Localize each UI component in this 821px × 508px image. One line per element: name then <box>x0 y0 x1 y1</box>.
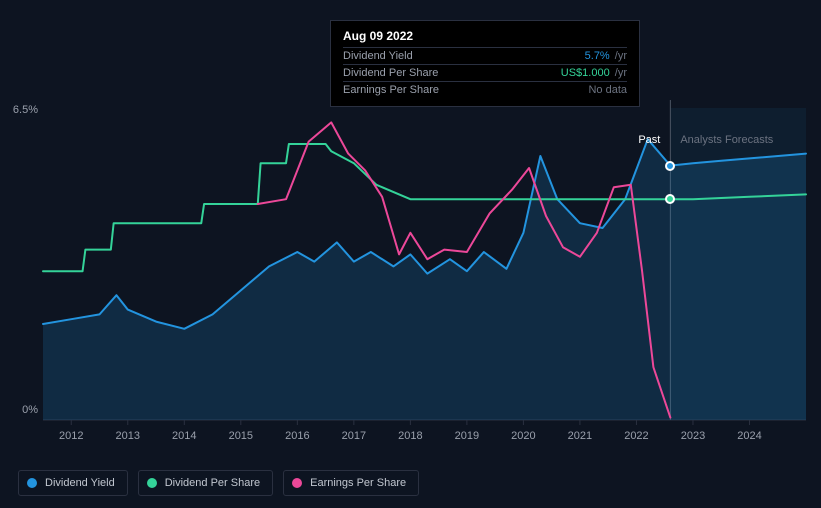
cursor-marker <box>665 194 675 204</box>
x-axis-tick: 2018 <box>398 430 422 442</box>
region-label-past: Past <box>638 134 660 146</box>
tooltip-row-value: No data <box>588 84 627 96</box>
x-axis-tick: 2014 <box>172 430 196 442</box>
legend-dot-icon <box>292 478 302 488</box>
dividend-chart: 6.5% 0% 2012 2013 2014 2015 2016 2017 2018 2019… <box>0 0 821 508</box>
x-axis-tick: 2019 <box>455 430 479 442</box>
region-label-forecast: Analysts Forecasts <box>680 134 773 146</box>
x-axis-tick: 2012 <box>59 430 83 442</box>
tooltip-row-label: Dividend Yield <box>343 50 413 62</box>
legend-item[interactable]: Earnings Per Share <box>283 470 419 496</box>
y-axis-min: 0% <box>22 404 38 416</box>
tooltip-row: Dividend Yield5.7% /yr <box>343 47 627 64</box>
x-axis-tick: 2016 <box>285 430 309 442</box>
legend-item[interactable]: Dividend Per Share <box>138 470 273 496</box>
tooltip-row-label: Dividend Per Share <box>343 67 438 79</box>
tooltip-row-value: US$1.000 <box>561 67 610 79</box>
x-axis-tick: 2020 <box>511 430 535 442</box>
legend: Dividend Yield Dividend Per Share Earnings… <box>18 470 419 496</box>
tooltip-row-label: Earnings Per Share <box>343 84 439 96</box>
legend-label: Dividend Yield <box>45 477 115 489</box>
x-axis-tick: 2013 <box>116 430 140 442</box>
legend-item[interactable]: Dividend Yield <box>18 470 128 496</box>
tooltip-title: Aug 09 2022 <box>343 29 627 43</box>
x-axis-tick: 2022 <box>624 430 648 442</box>
legend-label: Dividend Per Share <box>165 477 260 489</box>
x-axis-tick: 2023 <box>681 430 705 442</box>
x-axis-tick: 2017 <box>342 430 366 442</box>
legend-dot-icon <box>147 478 157 488</box>
legend-dot-icon <box>27 478 37 488</box>
x-axis-tick: 2021 <box>568 430 592 442</box>
tooltip-row-value: 5.7% <box>585 50 610 62</box>
cursor-marker <box>665 161 675 171</box>
x-axis-tick: 2024 <box>737 430 761 442</box>
tooltip-row: Dividend Per ShareUS$1.000 /yr <box>343 64 627 81</box>
tooltip-row: Earnings Per Share No data <box>343 81 627 98</box>
x-axis-tick: 2015 <box>229 430 253 442</box>
chart-tooltip: Aug 09 2022 Dividend Yield5.7% /yrDivide… <box>330 20 640 107</box>
y-axis-max: 6.5% <box>13 104 38 116</box>
legend-label: Earnings Per Share <box>310 477 406 489</box>
